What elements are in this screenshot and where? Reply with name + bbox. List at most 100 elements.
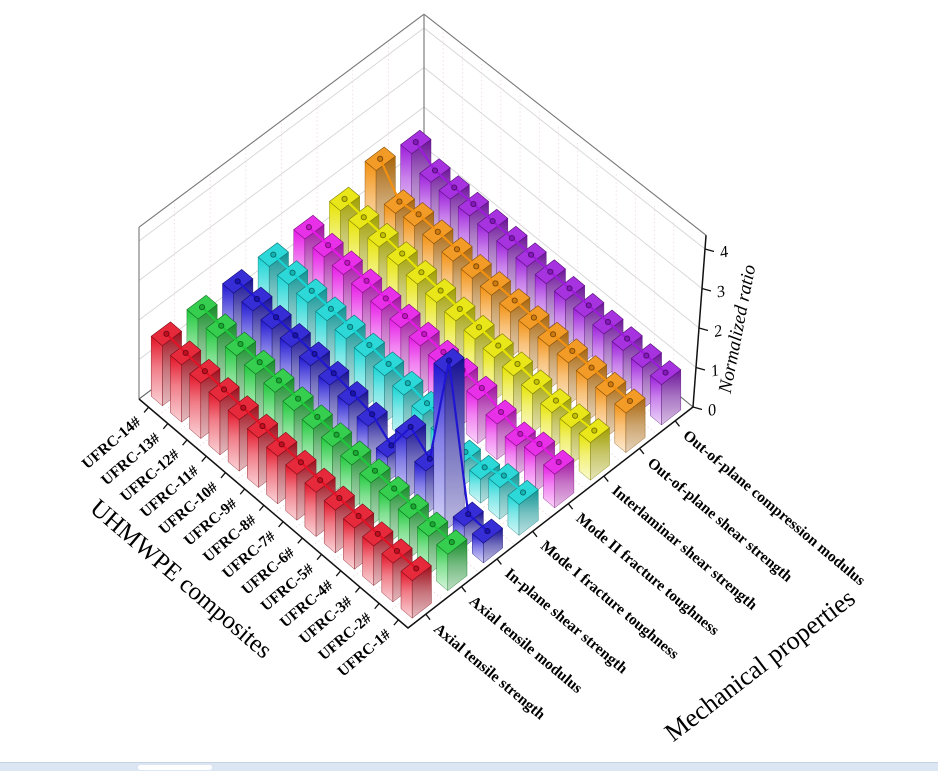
data-point-marker bbox=[434, 228, 441, 235]
data-point-marker bbox=[349, 390, 357, 397]
data-point-marker bbox=[445, 357, 453, 364]
y-tick-label: Mode I fracture toughness bbox=[537, 537, 682, 662]
data-point-marker bbox=[379, 232, 387, 239]
data-point-marker bbox=[514, 360, 521, 367]
data-point-marker bbox=[201, 368, 208, 375]
data-point-marker bbox=[163, 330, 170, 337]
data-point-marker bbox=[511, 297, 518, 304]
series-trend-line bbox=[308, 226, 560, 463]
data-point-marker bbox=[270, 251, 277, 258]
data-point-marker bbox=[399, 250, 406, 257]
data-point-marker bbox=[396, 198, 403, 205]
data-point-marker bbox=[360, 214, 367, 221]
data-point-marker bbox=[305, 224, 312, 231]
data-point-marker bbox=[253, 295, 260, 303]
bottom-panel-highlight bbox=[138, 765, 212, 770]
series-trend-line bbox=[165, 333, 417, 570]
data-point-marker bbox=[475, 324, 483, 331]
data-point-marker bbox=[278, 441, 285, 448]
data-point-marker bbox=[533, 378, 540, 385]
data-point-marker bbox=[498, 408, 505, 416]
data-point-marker bbox=[347, 323, 354, 330]
series-trend-line bbox=[236, 280, 489, 532]
data-point-marker bbox=[221, 386, 228, 393]
z-tick-label: 3 bbox=[714, 281, 727, 302]
series-trend-line bbox=[343, 198, 595, 432]
data-point-marker bbox=[478, 385, 485, 392]
data-point-marker bbox=[591, 427, 598, 434]
bar bbox=[436, 529, 468, 592]
data-point-marker bbox=[415, 211, 422, 218]
data-point-marker bbox=[388, 442, 395, 449]
data-point-marker bbox=[585, 302, 592, 309]
data-point-marker bbox=[234, 278, 241, 285]
data-point-marker bbox=[481, 464, 488, 471]
data-point-marker bbox=[237, 340, 244, 348]
data-point-marker bbox=[369, 411, 376, 418]
series-trend-line bbox=[414, 141, 667, 374]
data-point-marker bbox=[484, 528, 491, 535]
data-point-marker bbox=[297, 459, 304, 466]
data-point-marker bbox=[624, 335, 631, 342]
data-point-marker bbox=[552, 397, 559, 404]
y-tick-label: Axial tensile modulus bbox=[466, 593, 586, 697]
data-point-marker bbox=[352, 449, 359, 456]
data-point-marker bbox=[314, 413, 321, 420]
data-point-marker bbox=[418, 269, 425, 276]
data-point-marker bbox=[377, 155, 384, 162]
data-point-marker bbox=[344, 259, 351, 266]
data-point-marker bbox=[547, 268, 554, 275]
bar bbox=[433, 348, 465, 532]
data-point-marker bbox=[393, 547, 401, 555]
data-point-marker bbox=[508, 235, 515, 242]
data-point-marker bbox=[218, 322, 225, 329]
data-point-marker bbox=[607, 381, 614, 388]
data-point-marker bbox=[410, 503, 417, 510]
data-point-marker bbox=[308, 287, 315, 294]
data-point-marker bbox=[520, 489, 527, 496]
data-point-marker bbox=[456, 305, 463, 312]
data-point-marker bbox=[325, 242, 332, 249]
data-point-marker bbox=[311, 350, 318, 357]
series-out-of-plane-shear-strength bbox=[364, 146, 646, 454]
data-point-marker bbox=[604, 318, 611, 326]
data-point-marker bbox=[453, 246, 461, 253]
bottom-panel-strip bbox=[0, 762, 938, 771]
data-point-marker bbox=[423, 400, 431, 407]
data-point-marker bbox=[451, 184, 458, 191]
data-point-marker bbox=[528, 251, 535, 258]
data-point-marker bbox=[431, 167, 439, 174]
data-point-marker bbox=[588, 364, 595, 371]
data-point-marker bbox=[412, 138, 419, 146]
data-point-marker bbox=[473, 263, 480, 270]
data-point-marker bbox=[566, 285, 573, 292]
series-trend-line bbox=[201, 306, 453, 543]
data-point-marker bbox=[401, 312, 409, 320]
series-axial-tensile-strength bbox=[150, 321, 432, 619]
data-point-marker bbox=[333, 431, 340, 438]
data-point-marker bbox=[289, 269, 296, 276]
data-point-marker bbox=[391, 485, 398, 492]
data-point-marker bbox=[437, 287, 444, 294]
data-point-marker bbox=[421, 330, 428, 338]
series-trend-line bbox=[272, 253, 524, 494]
data-point-marker bbox=[413, 565, 420, 572]
data-point-marker bbox=[295, 395, 302, 402]
data-point-marker bbox=[327, 305, 334, 312]
y-tick-label: In-plane shear strength bbox=[501, 565, 631, 678]
data-point-marker bbox=[440, 349, 447, 356]
data-point-marker bbox=[470, 201, 477, 208]
series-trend-line bbox=[379, 158, 631, 402]
data-point-marker bbox=[371, 467, 379, 474]
series-in-plane-shear-strength bbox=[222, 269, 504, 564]
data-point-marker bbox=[550, 331, 557, 338]
data-point-marker bbox=[363, 277, 370, 284]
data-point-marker bbox=[292, 332, 299, 339]
data-point-marker bbox=[182, 349, 189, 356]
data-point-marker bbox=[572, 412, 579, 419]
data-point-marker bbox=[555, 459, 562, 466]
data-point-marker bbox=[240, 404, 247, 411]
data-point-marker bbox=[530, 314, 537, 321]
